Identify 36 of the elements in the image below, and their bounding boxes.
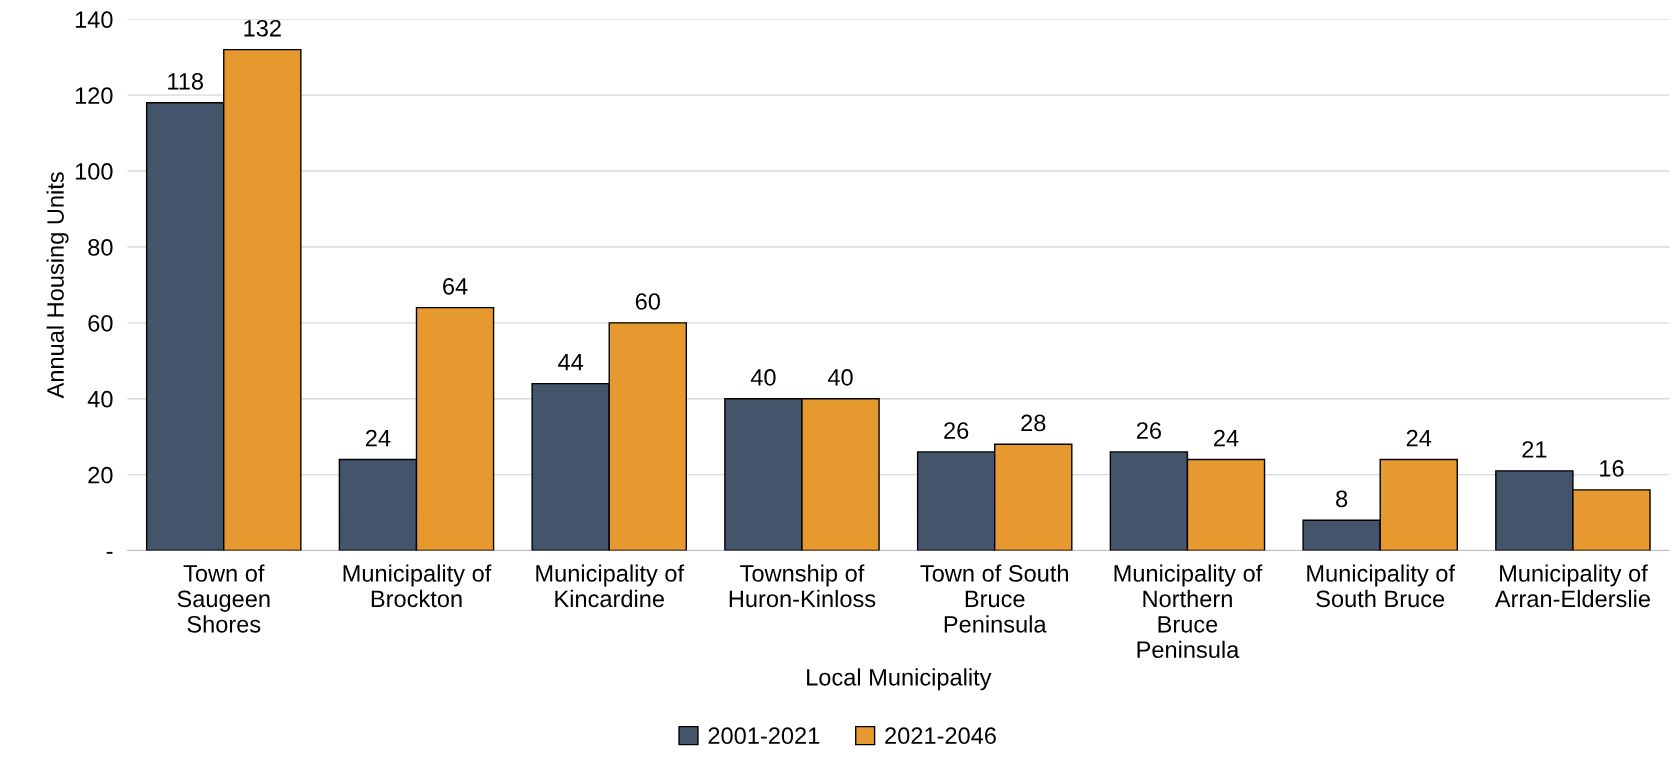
data-label: 44 — [558, 354, 584, 371]
data-label: 24 — [366, 429, 391, 447]
legend-label: 2021-2046 — [885, 727, 996, 745]
x-tick-label: Municipality of South Bruce — [1307, 564, 1456, 608]
x-tick-label: Town of South Bruce Peninsula — [920, 564, 1068, 633]
data-label: 24 — [1214, 429, 1239, 447]
data-label: 24 — [1406, 429, 1432, 447]
y-tick-label: 120 — [75, 87, 113, 104]
x-tick-label: Township of Huron-Kinloss — [729, 564, 876, 608]
y-tick-label: - — [106, 551, 113, 554]
data-label: 60 — [635, 293, 660, 310]
data-label: 28 — [1021, 414, 1046, 432]
x-tick-label: Municipality of Kincardine — [536, 564, 685, 608]
x-tick-label: Municipality of Northern Bruce Peninsula — [1114, 564, 1263, 659]
data-label: 118 — [168, 73, 203, 90]
y-tick-label: 80 — [88, 239, 113, 256]
y-tick-label: 20 — [88, 466, 113, 484]
data-label: 26 — [1136, 422, 1161, 439]
data-label: 16 — [1600, 460, 1624, 477]
y-tick-label: 40 — [87, 390, 113, 408]
data-label: 64 — [443, 277, 468, 295]
y-axis-title: Annual Housing Units — [46, 172, 69, 399]
y-tick-label: 60 — [88, 314, 113, 332]
data-label: 40 — [750, 369, 776, 386]
legend-label: 2001-2021 — [708, 727, 820, 745]
y-tick-label: 140 — [75, 11, 113, 29]
x-tick-label: Town of Saugeen Shores — [177, 564, 270, 633]
x-tick-label: Municipality of Brockton — [343, 564, 492, 608]
data-label: 40 — [827, 369, 853, 386]
x-tick-label: Municipality of Arran-Elderslie — [1494, 564, 1650, 608]
y-tick-label: 100 — [75, 163, 113, 180]
data-label: 26 — [944, 422, 969, 439]
data-label: 21 — [1522, 441, 1547, 458]
x-axis-title: Local Municipality — [807, 668, 992, 691]
data-label: 132 — [244, 19, 281, 37]
data-label: 8 — [1336, 490, 1348, 508]
